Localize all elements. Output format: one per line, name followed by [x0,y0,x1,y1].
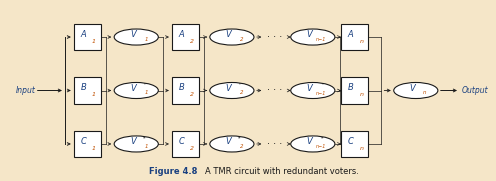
Text: Input: Input [16,86,36,95]
Text: '': '' [238,136,242,142]
Text: V: V [307,137,312,146]
Circle shape [291,83,335,98]
Circle shape [114,136,158,152]
FancyBboxPatch shape [74,131,101,157]
Text: C: C [179,137,185,146]
Text: A: A [179,30,184,39]
Text: V: V [130,30,136,39]
Text: · · ·: · · · [267,32,283,42]
Text: 1: 1 [92,39,96,44]
Text: 2: 2 [240,90,244,95]
Text: 1: 1 [144,144,148,149]
FancyBboxPatch shape [341,24,368,50]
Text: V: V [410,84,415,93]
Text: C: C [348,137,354,146]
Text: 1: 1 [144,90,148,95]
Circle shape [291,29,335,45]
Circle shape [394,83,438,98]
Text: ': ' [239,83,241,88]
Text: B: B [179,83,184,92]
Text: 2: 2 [190,92,194,97]
Text: 2: 2 [190,146,194,151]
FancyBboxPatch shape [341,131,368,157]
Text: V: V [226,137,231,146]
Text: C: C [80,137,86,146]
Text: 2: 2 [190,39,194,44]
Text: ': ' [322,83,323,88]
Text: Output: Output [461,86,488,95]
Text: '': '' [321,136,324,142]
Text: V: V [226,84,231,93]
Text: n−1: n−1 [315,37,326,42]
Text: A: A [80,30,86,39]
Text: '': '' [142,136,146,142]
Text: V: V [226,30,231,39]
Text: n: n [360,92,364,97]
FancyBboxPatch shape [172,131,199,157]
Text: B: B [80,83,86,92]
Text: n−1: n−1 [315,144,326,149]
FancyBboxPatch shape [172,24,199,50]
Text: 1: 1 [92,146,96,151]
Circle shape [210,83,254,98]
FancyBboxPatch shape [74,77,101,104]
Circle shape [114,29,158,45]
Text: n: n [423,90,427,95]
Text: 2: 2 [240,144,244,149]
Text: V: V [307,84,312,93]
FancyBboxPatch shape [341,77,368,104]
FancyBboxPatch shape [172,77,199,104]
Text: n: n [360,39,364,44]
Text: · · ·: · · · [267,85,283,96]
Text: A TMR circuit with redundant voters.: A TMR circuit with redundant voters. [205,167,359,176]
Text: 1: 1 [92,92,96,97]
Circle shape [210,136,254,152]
Text: Figure 4.8: Figure 4.8 [148,167,197,176]
Text: 1: 1 [144,37,148,42]
Text: B: B [348,83,354,92]
Text: V: V [130,84,136,93]
Circle shape [114,83,158,98]
Text: n−1: n−1 [315,91,326,96]
Text: V: V [307,30,312,39]
Circle shape [210,29,254,45]
Text: V: V [130,137,136,146]
Text: 2: 2 [240,37,244,42]
FancyBboxPatch shape [74,24,101,50]
Text: ': ' [143,83,145,88]
Text: n: n [360,146,364,151]
Circle shape [291,136,335,152]
Text: · · ·: · · · [267,139,283,149]
Text: A: A [348,30,354,39]
